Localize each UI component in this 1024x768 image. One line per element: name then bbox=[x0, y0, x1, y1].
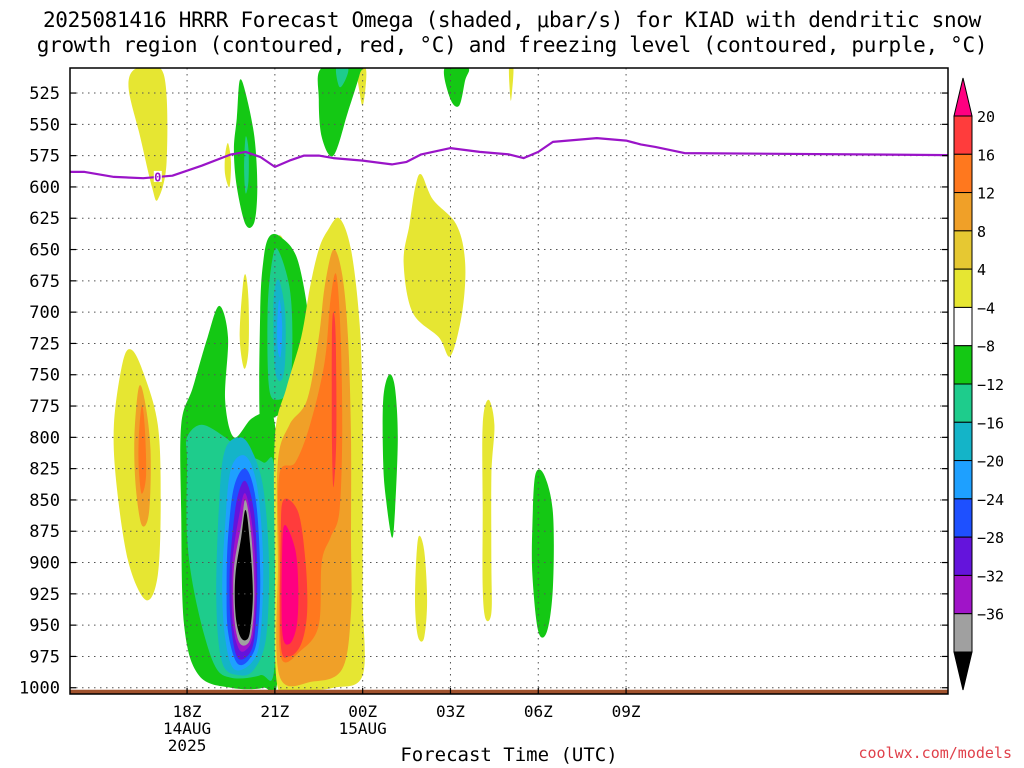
ground-strip bbox=[70, 689, 948, 694]
omega-region-16 bbox=[415, 535, 428, 642]
colorbar-segment bbox=[953, 230, 973, 270]
colorbar-segment bbox=[953, 192, 973, 232]
colorbar-segment bbox=[953, 536, 973, 576]
x-tick-label: 00Z bbox=[348, 702, 377, 721]
colorbar-label: −28 bbox=[977, 529, 1004, 547]
colorbar-segment bbox=[953, 421, 973, 462]
freezing-level-label: 0 bbox=[154, 170, 161, 184]
y-tick-label: 675 bbox=[29, 272, 60, 292]
colorbar: 20 16 12 8 4 −4 −8 −12 −16 −20 −24 −28 −32 −36 bbox=[953, 77, 1004, 691]
x-tick-label: 21Z bbox=[260, 702, 289, 721]
y-tick-label: 725 bbox=[29, 334, 60, 354]
omega-region-0 bbox=[128, 68, 168, 201]
colorbar-segment bbox=[953, 345, 973, 385]
plot-frame bbox=[69, 67, 949, 695]
colorbar-segment bbox=[953, 153, 973, 194]
colorbar-label: −16 bbox=[977, 414, 1004, 432]
omega-region-15 bbox=[382, 374, 398, 538]
colorbar-segment bbox=[953, 613, 973, 653]
colorbar-segment bbox=[953, 498, 973, 538]
omega-region-5 bbox=[239, 274, 249, 369]
colorbar-label: −12 bbox=[977, 376, 1004, 394]
chart-title-line-1: 2025081416 HRRR Forecast Omega (shaded, … bbox=[42, 8, 982, 32]
colorbar-label: −8 bbox=[977, 338, 995, 356]
x-tick-label: 2025 bbox=[168, 736, 207, 755]
omega-region-18 bbox=[531, 469, 554, 638]
y-tick-label: 975 bbox=[29, 647, 60, 667]
y-tick-label: 650 bbox=[29, 241, 60, 261]
y-tick-label: 825 bbox=[29, 460, 60, 480]
y-tick-label: 1000 bbox=[19, 679, 60, 699]
colorbar-label: 4 bbox=[977, 261, 986, 279]
y-tick-label: 900 bbox=[29, 554, 60, 574]
y-tick-label: 525 bbox=[29, 84, 60, 104]
colorbar-label: −20 bbox=[977, 453, 1004, 471]
y-tick-label: 750 bbox=[29, 366, 60, 386]
x-tick-label: 03Z bbox=[436, 702, 465, 721]
y-tick-label: 625 bbox=[29, 209, 60, 229]
grid-layer bbox=[70, 68, 948, 694]
x-tick-label: 14AUG bbox=[163, 719, 211, 738]
omega-shading-layer bbox=[113, 68, 554, 694]
y-axis: 525 550 575 600 625 650 675 700 725 750 775 800 825 8… bbox=[19, 84, 948, 699]
omega-region-3 bbox=[138, 405, 147, 494]
colorbar-segment bbox=[953, 574, 973, 615]
x-axis-title: Forecast Time (UTC) bbox=[400, 744, 618, 766]
x-tick-label: 09Z bbox=[612, 702, 641, 721]
x-tick-label: 18Z bbox=[173, 702, 202, 721]
colorbar-label: −32 bbox=[977, 567, 1004, 585]
omega-region-10 bbox=[244, 136, 249, 194]
colorbar-label: 16 bbox=[977, 146, 995, 164]
colorbar-top-arrow bbox=[953, 77, 973, 117]
colorbar-label: 12 bbox=[977, 185, 995, 203]
colorbar-bottom-arrow bbox=[953, 651, 973, 691]
omega-region-11 bbox=[317, 68, 364, 157]
colorbar-label: 8 bbox=[977, 223, 986, 241]
y-tick-label: 775 bbox=[29, 397, 60, 417]
colorbar-label: 20 bbox=[977, 108, 995, 126]
omega-region-7 bbox=[356, 68, 367, 106]
colorbar-label: −36 bbox=[977, 606, 1004, 624]
site-credit[interactable]: coolwx.com/models bbox=[858, 744, 1012, 762]
omega-region-14 bbox=[403, 173, 466, 357]
y-tick-label: 925 bbox=[29, 585, 60, 605]
y-tick-label: 575 bbox=[29, 147, 60, 167]
y-tick-label: 800 bbox=[29, 428, 60, 448]
omega-region-8 bbox=[508, 68, 514, 101]
omega-region-36 bbox=[331, 312, 337, 488]
colorbar-segment bbox=[953, 306, 973, 347]
y-tick-label: 850 bbox=[29, 491, 60, 511]
colorbar-segment bbox=[953, 460, 973, 500]
omega-region-12 bbox=[335, 68, 349, 88]
ground-layer bbox=[70, 689, 948, 694]
omega-region-4 bbox=[224, 143, 232, 188]
y-tick-label: 550 bbox=[29, 115, 60, 135]
x-tick-label: 15AUG bbox=[339, 719, 387, 738]
freezing-level-layer: 0 bbox=[70, 137, 948, 184]
y-tick-label: 600 bbox=[29, 178, 60, 198]
freezing-level-line bbox=[70, 137, 948, 180]
x-tick-label: 06Z bbox=[524, 702, 553, 721]
omega-region-13 bbox=[443, 68, 470, 107]
freezing-label-bg bbox=[153, 170, 162, 182]
omega-region-17 bbox=[482, 399, 495, 622]
y-tick-label: 950 bbox=[29, 616, 60, 636]
y-tick-label: 875 bbox=[29, 522, 60, 542]
y-tick-label: 700 bbox=[29, 303, 60, 323]
colorbar-segment bbox=[953, 383, 973, 423]
chart-title-line-2: growth region (contoured, red, °C) and f… bbox=[36, 33, 988, 57]
colorbar-segment bbox=[953, 268, 973, 308]
omega-region-31 bbox=[234, 509, 253, 641]
colorbar-label: −4 bbox=[977, 299, 995, 317]
omega-region-37 bbox=[281, 525, 299, 645]
colorbar-label: −24 bbox=[977, 491, 1004, 509]
colorbar-segment bbox=[953, 115, 973, 155]
